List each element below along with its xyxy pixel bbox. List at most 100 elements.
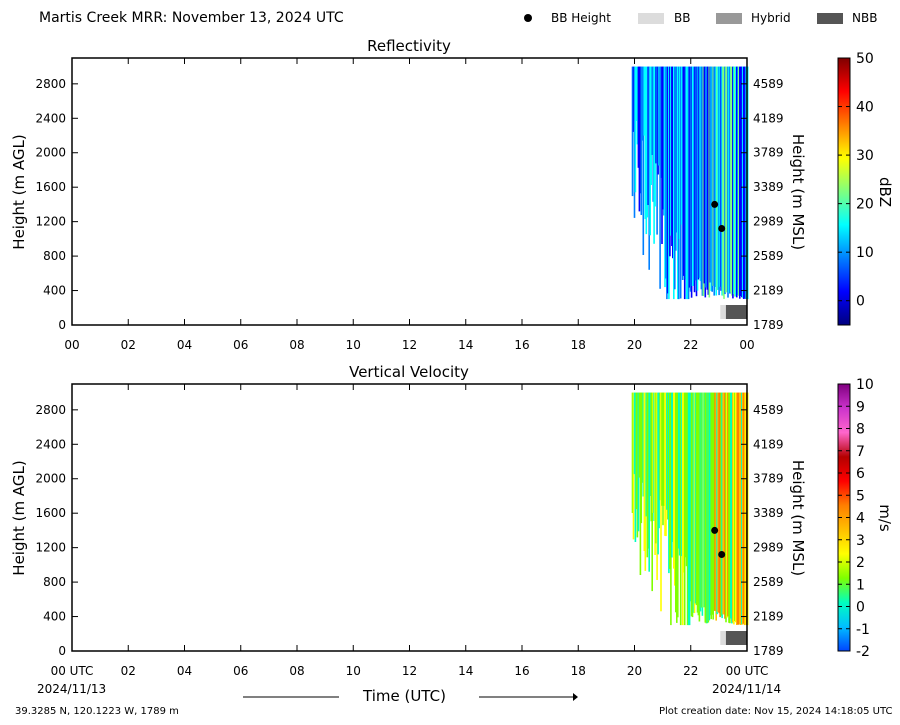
echo-column <box>672 66 674 259</box>
echo-column <box>678 392 680 549</box>
echo-column <box>658 66 660 166</box>
echo-column <box>661 392 663 506</box>
echo-column <box>738 392 740 625</box>
echo-column <box>692 66 695 286</box>
echo-column <box>678 392 681 556</box>
echo-column <box>639 392 642 575</box>
x-tick-label: 02 <box>121 338 136 352</box>
vertical-velocity-chart: Vertical Velocity Height (m AGL) Height … <box>10 363 894 678</box>
echo-column <box>670 66 672 236</box>
y-right-tick-label: 4189 <box>753 437 784 451</box>
echo-column <box>733 392 735 625</box>
echo-column <box>716 392 718 615</box>
y-tick-label: 800 <box>43 249 66 263</box>
echo-column <box>715 66 717 296</box>
echo-column <box>652 66 654 202</box>
echo-column <box>707 392 710 623</box>
echo-column <box>662 66 664 210</box>
bb-height-point <box>711 200 719 208</box>
echo-column <box>632 392 635 540</box>
echo-column <box>637 392 640 532</box>
colorbar <box>837 57 851 326</box>
time-arrow <box>243 693 578 701</box>
echo-column <box>674 66 676 290</box>
bb-type-segment <box>725 631 747 645</box>
echo-column <box>667 66 669 294</box>
echo-column <box>677 66 679 300</box>
x-tick-label: 00 UTC <box>51 664 94 678</box>
bb-type-segment <box>725 305 747 319</box>
echo-column <box>681 392 684 626</box>
colorbar-tick-label: 20 <box>856 197 874 213</box>
x-tick-label: 12 <box>402 664 417 678</box>
y-axis-right: 1789 2189 2589 2989 3389 3789 4189 4589 <box>741 77 784 332</box>
x-tick-label: 02 <box>121 664 136 678</box>
y-tick-label: 0 <box>58 644 66 658</box>
y-right-tick-label: 2589 <box>753 249 784 263</box>
echo-column <box>705 392 708 624</box>
y-tick-label: 2800 <box>35 77 66 91</box>
echo-column <box>682 392 685 573</box>
echo-column <box>726 392 728 618</box>
y-tick-label: 1200 <box>35 541 66 555</box>
echo-column <box>683 66 686 300</box>
y-axis: 0 400 800 1200 1600 2000 2400 2800 <box>35 403 78 658</box>
y-axis-right-label: Height (m MSL) <box>789 460 807 576</box>
y-right-tick-label: 2589 <box>753 575 784 589</box>
start-date: 2024/11/13 <box>37 682 107 696</box>
echo-column <box>723 66 725 299</box>
echo-layer <box>631 66 749 300</box>
echo-column <box>664 66 666 288</box>
echo-column <box>660 392 662 612</box>
colorbar-tick-label: 30 <box>856 148 874 164</box>
echo-column <box>636 392 639 538</box>
x-tick-label: 14 <box>458 338 473 352</box>
echo-column <box>743 66 746 299</box>
echo-column <box>645 66 648 235</box>
echo-column <box>734 66 736 297</box>
echo-column <box>734 392 736 622</box>
echo-column <box>662 392 664 526</box>
echo-column <box>642 392 645 497</box>
colorbar-tick-label: 6 <box>856 466 865 482</box>
bb-type-segment <box>720 631 726 645</box>
echo-column <box>670 392 672 626</box>
echo-column <box>737 392 739 625</box>
x-tick-label: 18 <box>571 664 586 678</box>
echo-column <box>689 66 692 292</box>
bb-height-point <box>718 225 726 233</box>
echo-column <box>659 66 661 289</box>
echo-column <box>718 392 720 614</box>
echo-layer <box>631 392 749 626</box>
bb-height-points <box>711 200 726 233</box>
colorbar-tick-label: 10 <box>856 377 874 393</box>
echo-column <box>660 66 662 178</box>
x-tick-label: 00 <box>64 338 79 352</box>
bb-height-point <box>711 526 719 534</box>
echo-column <box>684 392 687 558</box>
echo-column <box>730 392 732 619</box>
echo-column <box>740 66 742 296</box>
echo-column <box>639 66 642 194</box>
creation-date: Plot creation date: Nov 15, 2024 14:18:0… <box>659 706 893 717</box>
x-tick-label: 00 UTC <box>726 664 769 678</box>
echo-column <box>711 392 713 615</box>
colorbar-tick-label: 2 <box>856 555 865 571</box>
echo-column <box>721 392 723 619</box>
x-tick-label: 20 <box>627 338 642 352</box>
echo-column <box>690 392 693 617</box>
bb-height-point <box>718 551 726 559</box>
echo-column <box>638 392 641 478</box>
echo-column <box>632 66 635 132</box>
echo-column <box>724 392 726 619</box>
end-date: 2024/11/14 <box>712 682 782 696</box>
echo-column <box>686 66 689 300</box>
reflectivity-chart: Reflectivity Height (m AGL) Height (m MS… <box>10 37 894 352</box>
y-right-tick-label: 4589 <box>753 403 784 417</box>
colorbar-tick-label: 4 <box>856 511 865 527</box>
echo-column <box>664 392 666 536</box>
echo-column <box>648 66 650 270</box>
y-tick-label: 1200 <box>35 215 66 229</box>
echo-column <box>637 66 640 168</box>
y-tick-label: 2000 <box>35 472 66 486</box>
